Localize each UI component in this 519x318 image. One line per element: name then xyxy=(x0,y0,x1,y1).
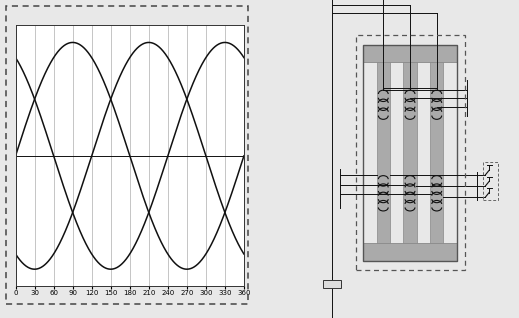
Bar xyxy=(376,62,390,243)
Bar xyxy=(356,35,465,270)
Bar xyxy=(323,280,342,288)
Bar xyxy=(363,243,457,261)
Bar xyxy=(363,45,457,62)
Bar xyxy=(403,62,417,243)
Bar xyxy=(363,45,457,261)
Bar xyxy=(483,162,498,200)
Bar xyxy=(430,62,443,243)
